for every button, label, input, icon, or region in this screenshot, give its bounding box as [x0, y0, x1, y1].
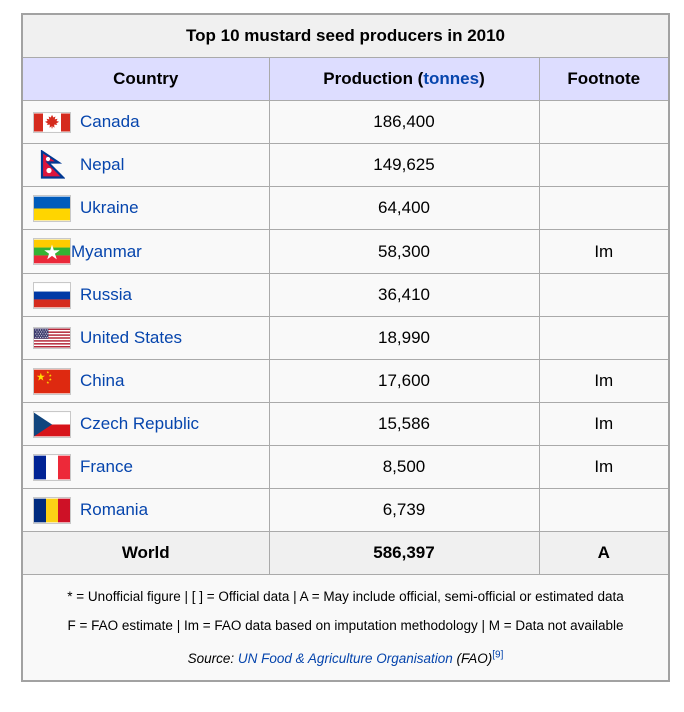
footnote-value	[538, 186, 670, 230]
production-value: 6,739	[268, 488, 540, 532]
source-line: Source: UN Food & Agriculture Organisati…	[23, 649, 668, 666]
footnote-value: Im	[538, 402, 670, 446]
russia-flag-icon	[33, 281, 71, 309]
production-value: 17,600	[268, 359, 540, 403]
mustard-producers-table: Top 10 mustard seed producers in 2010 Co…	[21, 13, 671, 682]
country-cell: Ukraine	[21, 186, 270, 230]
country-link-nepal[interactable]: Nepal	[80, 155, 125, 174]
country-cell: Canada	[21, 100, 270, 144]
world-production-value: 586,397	[268, 531, 540, 575]
tonnes-link[interactable]: tonnes	[423, 69, 480, 88]
footnote-value	[538, 316, 670, 360]
table-row-united-states: United States 18,990	[21, 316, 670, 360]
source-link[interactable]: UN Food & Agriculture Organisation	[237, 651, 453, 666]
country-link-canada[interactable]: Canada	[80, 112, 140, 131]
world-footnote-value: A	[538, 531, 670, 575]
production-value: 64,400	[268, 186, 540, 230]
source-label: Source:	[187, 651, 235, 666]
czech-republic-flag-icon	[33, 410, 71, 438]
country-cell: Romania	[21, 488, 270, 532]
table-row-nepal: Nepal 149,625	[21, 143, 670, 187]
production-value: 36,410	[268, 273, 540, 317]
production-value: 8,500	[268, 445, 540, 489]
ukraine-flag-icon	[33, 194, 71, 222]
legend-cell: * = Unofficial figure | [ ] = Official d…	[21, 574, 670, 682]
production-value: 58,300	[268, 229, 540, 274]
footnote-value: Im	[538, 445, 670, 489]
table-row-china: China 17,600 Im	[21, 359, 670, 403]
production-label-prefix: Production (	[323, 69, 424, 88]
source-ref-link[interactable]: [9]	[492, 649, 504, 661]
country-link-united-states[interactable]: United States	[80, 328, 183, 347]
country-cell: Myanmar	[21, 229, 270, 274]
table-row-ukraine: Ukraine 64,400	[21, 186, 670, 230]
country-cell: Nepal	[21, 143, 270, 187]
table-title: Top 10 mustard seed producers in 2010	[21, 13, 670, 58]
world-total-row: World 586,397 A	[21, 531, 670, 575]
production-label-suffix: )	[479, 69, 485, 88]
country-cell: Czech Republic	[21, 402, 270, 446]
china-flag-icon	[33, 367, 71, 395]
country-link-ukraine[interactable]: Ukraine	[80, 198, 139, 217]
france-flag-icon	[33, 453, 71, 481]
country-cell: China	[21, 359, 270, 403]
production-value: 18,990	[268, 316, 540, 360]
country-cell: France	[21, 445, 270, 489]
table-row-france: France 8,500 Im	[21, 445, 670, 489]
table-row-russia: Russia 36,410	[21, 273, 670, 317]
canada-flag-icon	[33, 111, 71, 133]
footnote-value	[538, 143, 670, 187]
footnote-value	[538, 488, 670, 532]
country-cell: United States	[21, 316, 270, 360]
myanmar-flag-icon	[33, 230, 71, 273]
footnote-value	[538, 273, 670, 317]
united-states-flag-icon	[33, 327, 71, 349]
legend-row: * = Unofficial figure | [ ] = Official d…	[21, 574, 670, 682]
nepal-flag-icon	[33, 150, 71, 180]
country-cell: Russia	[21, 273, 270, 317]
footnote-value: Im	[538, 359, 670, 403]
column-header-production: Production (tonnes)	[268, 57, 540, 101]
production-value: 186,400	[268, 100, 540, 144]
footnote-value: Im	[538, 229, 670, 274]
country-link-myanmar[interactable]: Myanmar	[71, 241, 142, 261]
table-row-canada: Canada 186,400	[21, 100, 670, 144]
legend-line-1: * = Unofficial figure | [ ] = Official d…	[67, 589, 624, 604]
country-link-romania[interactable]: Romania	[80, 500, 149, 519]
production-value: 149,625	[268, 143, 540, 187]
country-link-france[interactable]: France	[80, 457, 133, 476]
column-header-country: Country	[21, 57, 270, 101]
column-header-footnote: Footnote	[538, 57, 670, 101]
page: Top 10 mustard seed producers in 2010 Co…	[21, 13, 671, 682]
country-link-russia[interactable]: Russia	[80, 285, 132, 304]
table-row-czech-republic: Czech Republic 15,586 Im	[21, 402, 670, 446]
source-suffix: (FAO)	[456, 651, 493, 666]
table-row-romania: Romania 6,739	[21, 488, 670, 532]
country-link-china[interactable]: China	[80, 371, 125, 390]
footnote-value	[538, 100, 670, 144]
title-row: Top 10 mustard seed producers in 2010	[21, 13, 670, 58]
world-label: World	[21, 531, 270, 575]
table-row-myanmar: Myanmar 58,300 Im	[21, 229, 670, 274]
production-value: 15,586	[268, 402, 540, 446]
romania-flag-icon	[33, 496, 71, 524]
legend-line-2: F = FAO estimate | Im = FAO data based o…	[67, 618, 624, 633]
header-row: Country Production (tonnes) Footnote	[21, 57, 670, 101]
country-link-czech-republic[interactable]: Czech Republic	[80, 414, 200, 433]
